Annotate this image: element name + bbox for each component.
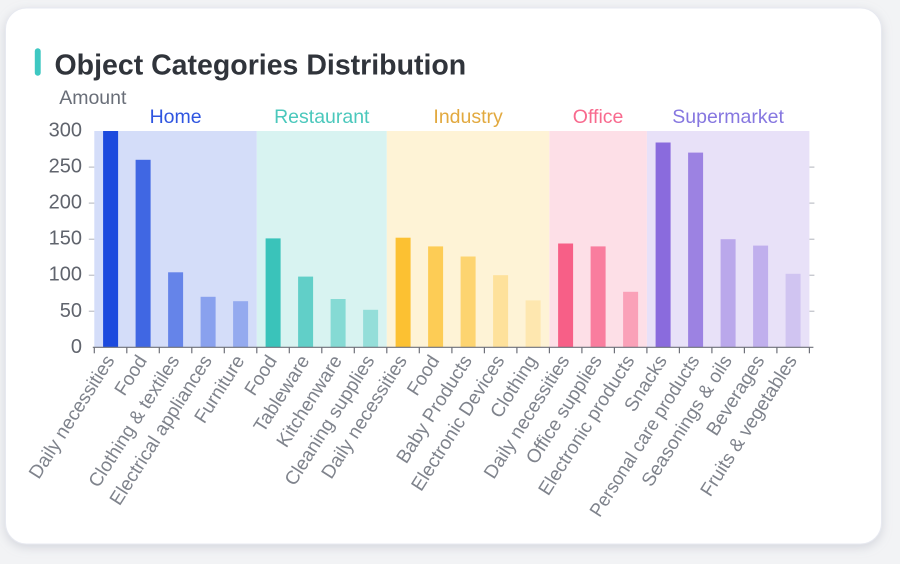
svg-text:Restaurant: Restaurant <box>274 106 370 128</box>
svg-text:Office: Office <box>573 106 624 128</box>
svg-text:300: 300 <box>49 120 82 142</box>
svg-text:200: 200 <box>49 192 82 214</box>
svg-text:250: 250 <box>49 156 82 178</box>
svg-text:0: 0 <box>71 336 82 358</box>
svg-text:150: 150 <box>49 228 82 250</box>
svg-text:Industry: Industry <box>433 106 503 128</box>
svg-text:100: 100 <box>49 264 82 286</box>
svg-text:Supermarket: Supermarket <box>672 106 784 128</box>
svg-text:Amount: Amount <box>59 87 127 109</box>
svg-text:50: 50 <box>60 300 82 322</box>
svg-text:Object Categories Distribution: Object Categories Distribution <box>55 50 467 82</box>
svg-text:Home: Home <box>150 106 202 128</box>
